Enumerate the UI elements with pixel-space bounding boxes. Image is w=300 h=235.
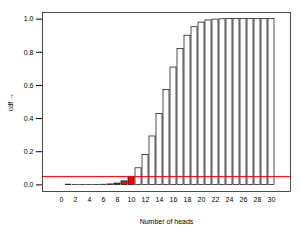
svg-text:0.0: 0.0 — [24, 181, 34, 188]
svg-text:22: 22 — [212, 196, 220, 203]
svg-text:8: 8 — [116, 196, 120, 203]
svg-text:26: 26 — [240, 196, 248, 203]
svg-text:0.2: 0.2 — [24, 148, 34, 155]
svg-text:18: 18 — [184, 196, 192, 203]
svg-text:0.4: 0.4 — [24, 115, 34, 122]
svg-text:Number of heads: Number of heads — [140, 218, 194, 225]
svg-text:0: 0 — [60, 196, 64, 203]
svg-text:10: 10 — [128, 196, 136, 203]
svg-text:16: 16 — [170, 196, 178, 203]
svg-text:cdf →: cdf → — [7, 93, 14, 111]
svg-text:20: 20 — [198, 196, 206, 203]
svg-text:2: 2 — [74, 196, 78, 203]
svg-text:30: 30 — [268, 196, 276, 203]
svg-text:28: 28 — [254, 196, 262, 203]
svg-text:0.6: 0.6 — [24, 82, 34, 89]
svg-text:24: 24 — [226, 196, 234, 203]
svg-text:14: 14 — [156, 196, 164, 203]
svg-text:12: 12 — [142, 196, 150, 203]
svg-text:6: 6 — [102, 196, 106, 203]
svg-text:0.8: 0.8 — [24, 49, 34, 56]
svg-text:4: 4 — [88, 196, 92, 203]
svg-text:1.0: 1.0 — [24, 15, 34, 22]
